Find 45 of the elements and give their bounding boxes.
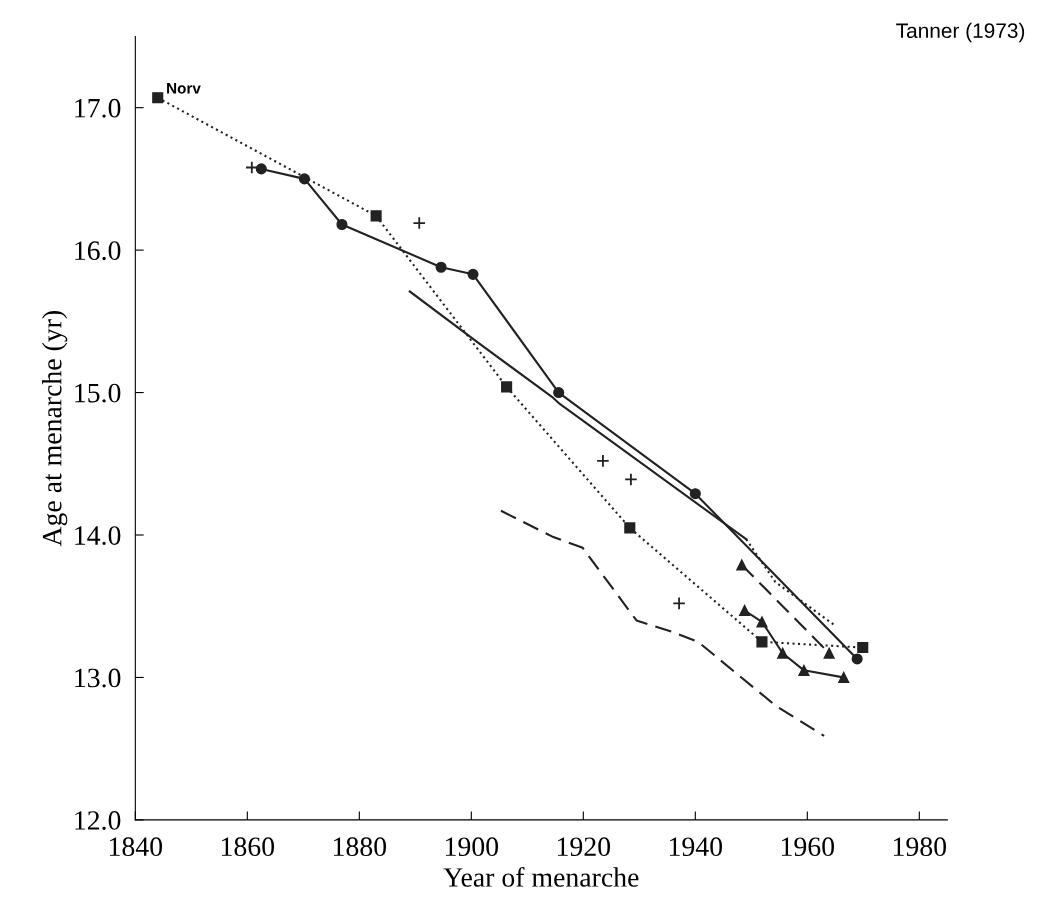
point — [798, 664, 810, 676]
x-tick-label: 1860 — [221, 837, 275, 857]
point — [553, 387, 565, 399]
x-axis-title: Year of menarche — [443, 867, 639, 887]
point — [370, 210, 382, 222]
annotation: Norv — [167, 83, 201, 94]
y-tick-label: 13.0 — [75, 668, 121, 688]
y-axis-title: Age at menarche (yr) — [42, 311, 68, 547]
point — [412, 216, 426, 230]
x-tick-label: 1920 — [557, 837, 611, 857]
x-tick-label: 1980 — [893, 837, 947, 857]
y-tick-label: 16.0 — [75, 241, 121, 261]
point — [756, 636, 768, 648]
line-series — [499, 509, 826, 737]
point — [596, 454, 610, 468]
x-tick-label: 1960 — [781, 837, 835, 857]
x-tick-label: 1840 — [110, 837, 163, 857]
point — [736, 559, 748, 571]
point — [624, 522, 636, 534]
point — [851, 653, 863, 665]
x-tick-label: 1880 — [333, 837, 387, 857]
point — [777, 647, 789, 659]
y-tick-label: 14.0 — [75, 526, 121, 546]
x-tick-label: 1940 — [669, 837, 723, 857]
point — [672, 596, 686, 611]
y-tick-label: 17.0 — [75, 98, 121, 118]
x-tick-label: 1900 — [445, 837, 499, 857]
point — [689, 488, 701, 500]
point — [435, 261, 447, 273]
point — [501, 381, 513, 393]
point — [739, 604, 751, 617]
point — [152, 92, 164, 104]
point — [624, 472, 638, 487]
point — [467, 268, 479, 280]
y-tick-label: 15.0 — [75, 383, 121, 403]
point — [838, 671, 850, 684]
point — [823, 647, 835, 659]
point — [298, 173, 311, 185]
y-tick-label: 12.0 — [75, 811, 121, 830]
annotation: Tanner (1973) — [896, 22, 1025, 43]
point — [857, 641, 869, 654]
point — [255, 163, 267, 175]
point — [336, 218, 348, 231]
point — [756, 616, 768, 628]
point — [245, 160, 259, 175]
